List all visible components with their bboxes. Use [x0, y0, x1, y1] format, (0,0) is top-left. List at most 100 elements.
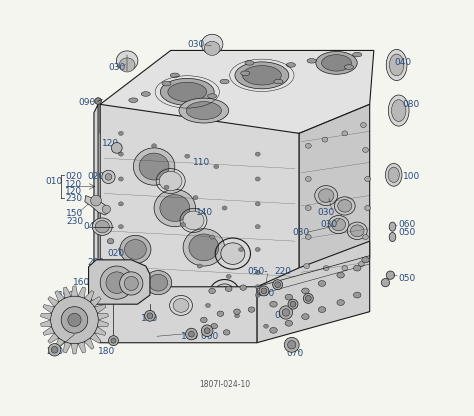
Ellipse shape	[305, 176, 311, 181]
Ellipse shape	[119, 58, 135, 72]
Text: 120: 120	[65, 180, 82, 189]
Ellipse shape	[107, 238, 114, 244]
Ellipse shape	[331, 218, 346, 231]
Circle shape	[284, 337, 299, 352]
Polygon shape	[41, 313, 51, 320]
Ellipse shape	[183, 229, 225, 266]
Circle shape	[48, 344, 61, 356]
Ellipse shape	[223, 330, 230, 335]
Polygon shape	[100, 50, 374, 134]
Text: 120: 120	[65, 187, 82, 196]
Polygon shape	[64, 287, 71, 298]
Ellipse shape	[365, 206, 371, 210]
Circle shape	[68, 313, 81, 327]
Ellipse shape	[125, 240, 146, 259]
Polygon shape	[41, 320, 51, 327]
Ellipse shape	[222, 206, 227, 210]
Ellipse shape	[154, 189, 196, 227]
Ellipse shape	[214, 164, 219, 168]
Ellipse shape	[248, 307, 255, 312]
Ellipse shape	[365, 176, 371, 181]
Circle shape	[288, 299, 298, 309]
Ellipse shape	[316, 52, 357, 74]
Ellipse shape	[118, 202, 123, 206]
Polygon shape	[55, 291, 64, 302]
Ellipse shape	[210, 235, 215, 239]
Ellipse shape	[152, 144, 156, 148]
Circle shape	[189, 331, 194, 337]
Ellipse shape	[214, 284, 235, 302]
Ellipse shape	[107, 292, 114, 298]
Polygon shape	[84, 338, 94, 349]
Ellipse shape	[301, 314, 309, 319]
Text: 230: 230	[66, 217, 83, 226]
Text: 120: 120	[102, 139, 119, 148]
Ellipse shape	[129, 98, 138, 102]
Ellipse shape	[388, 167, 399, 183]
Polygon shape	[299, 104, 370, 291]
Ellipse shape	[304, 264, 310, 269]
Ellipse shape	[361, 123, 366, 128]
Ellipse shape	[392, 100, 406, 121]
Ellipse shape	[321, 54, 351, 71]
Ellipse shape	[338, 200, 352, 212]
Ellipse shape	[353, 52, 362, 57]
Text: 100: 100	[403, 172, 420, 181]
Circle shape	[50, 296, 99, 344]
Ellipse shape	[255, 270, 260, 274]
Text: 060: 060	[274, 311, 292, 320]
Text: 200: 200	[88, 258, 105, 267]
Polygon shape	[84, 291, 94, 302]
Ellipse shape	[116, 51, 138, 71]
Polygon shape	[95, 327, 106, 335]
Circle shape	[303, 293, 313, 303]
Circle shape	[305, 295, 311, 301]
Ellipse shape	[118, 131, 123, 136]
Ellipse shape	[241, 71, 250, 76]
Ellipse shape	[337, 300, 345, 305]
Text: 190: 190	[58, 291, 75, 300]
Ellipse shape	[354, 265, 361, 271]
Ellipse shape	[139, 153, 169, 180]
Ellipse shape	[162, 82, 171, 86]
Ellipse shape	[358, 262, 365, 267]
Text: 010: 010	[46, 176, 63, 186]
Ellipse shape	[118, 270, 123, 274]
Circle shape	[275, 282, 281, 287]
Polygon shape	[71, 286, 78, 296]
Ellipse shape	[255, 152, 260, 156]
Ellipse shape	[264, 324, 268, 328]
Ellipse shape	[226, 274, 231, 278]
Ellipse shape	[234, 309, 240, 314]
Text: 220: 220	[274, 267, 292, 275]
Ellipse shape	[145, 270, 172, 295]
Ellipse shape	[322, 137, 328, 142]
Ellipse shape	[345, 65, 354, 69]
Ellipse shape	[201, 317, 207, 323]
Text: 030: 030	[320, 220, 337, 229]
Circle shape	[109, 336, 118, 346]
Polygon shape	[98, 313, 108, 320]
Polygon shape	[48, 333, 59, 343]
Ellipse shape	[208, 94, 217, 98]
Text: 090: 090	[79, 98, 96, 107]
Text: 230: 230	[65, 194, 82, 203]
Ellipse shape	[342, 266, 348, 270]
Ellipse shape	[255, 285, 260, 289]
Ellipse shape	[315, 186, 337, 206]
Text: 180: 180	[98, 347, 115, 356]
Ellipse shape	[305, 206, 311, 210]
Circle shape	[386, 271, 394, 279]
Ellipse shape	[206, 303, 210, 307]
Ellipse shape	[335, 197, 355, 215]
Ellipse shape	[286, 63, 295, 67]
Ellipse shape	[160, 79, 214, 105]
Ellipse shape	[217, 311, 224, 317]
Circle shape	[290, 301, 296, 307]
Ellipse shape	[189, 234, 219, 261]
Text: 050: 050	[257, 289, 274, 298]
Ellipse shape	[118, 152, 123, 156]
Text: 030: 030	[318, 208, 335, 217]
Text: 030: 030	[187, 40, 204, 49]
Ellipse shape	[342, 131, 348, 136]
